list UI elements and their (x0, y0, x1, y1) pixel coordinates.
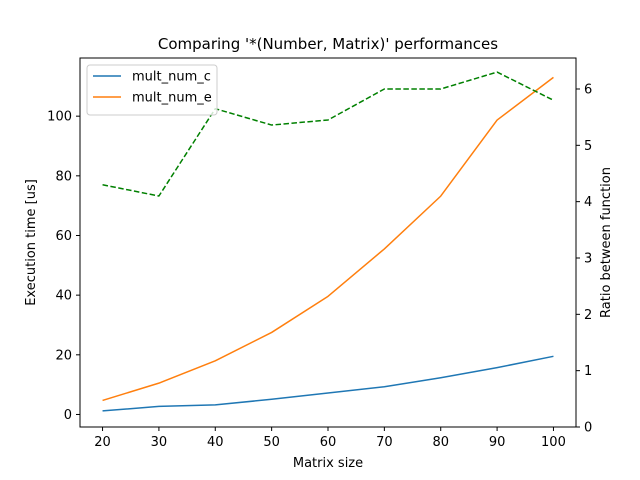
y2-axis-label: Ratio between function (599, 167, 614, 318)
x-tick-label: 80 (432, 435, 449, 450)
x-axis-ticks: 20 30 40 50 60 70 80 90 100 (94, 427, 566, 450)
legend-label-mult-num-c: mult_num_c (132, 70, 211, 85)
y2-tick-label: 4 (584, 195, 592, 210)
plot-lines (102, 71, 554, 412)
y2-tick-label: 2 (584, 308, 592, 323)
x-axis-label: Matrix size (293, 456, 363, 471)
x-tick-label: 100 (541, 435, 566, 450)
y-tick-label: 60 (55, 229, 72, 244)
y-tick-label: 20 (55, 348, 72, 363)
x-tick-label: 50 (263, 435, 280, 450)
y-tick-label: 40 (55, 289, 72, 304)
x-tick-label: 60 (320, 435, 337, 450)
x-tick-label: 20 (94, 435, 111, 450)
x-tick-label: 90 (489, 435, 506, 450)
y-axis-label: Execution time [us] (24, 179, 39, 306)
y2-axis-ticks: 0 1 2 3 4 5 6 (576, 82, 592, 436)
legend: mult_num_c mult_num_e (86, 64, 218, 116)
y-tick-label: 100 (47, 110, 72, 125)
y-tick-label: 80 (55, 169, 72, 184)
x-tick-label: 40 (207, 435, 224, 450)
x-tick-label: 70 (376, 435, 393, 450)
y2-tick-label: 1 (584, 364, 592, 379)
y-tick-label: 0 (64, 408, 72, 423)
series-line-mult-num-e (102, 76, 554, 402)
y2-tick-label: 6 (584, 82, 592, 97)
y2-tick-label: 5 (584, 139, 592, 154)
series-line-mult-num-c (102, 355, 554, 412)
x-tick-label: 30 (151, 435, 168, 450)
y-axis-ticks: 0 20 40 60 80 100 (47, 110, 80, 423)
y2-tick-label: 3 (584, 251, 592, 266)
legend-label-mult-num-e: mult_num_e (132, 91, 212, 106)
chart-title: Comparing '*(Number, Matrix)' performanc… (158, 35, 498, 53)
y2-tick-label: 0 (584, 421, 592, 436)
legend-box (86, 64, 218, 116)
series-line-ratio (102, 71, 554, 197)
